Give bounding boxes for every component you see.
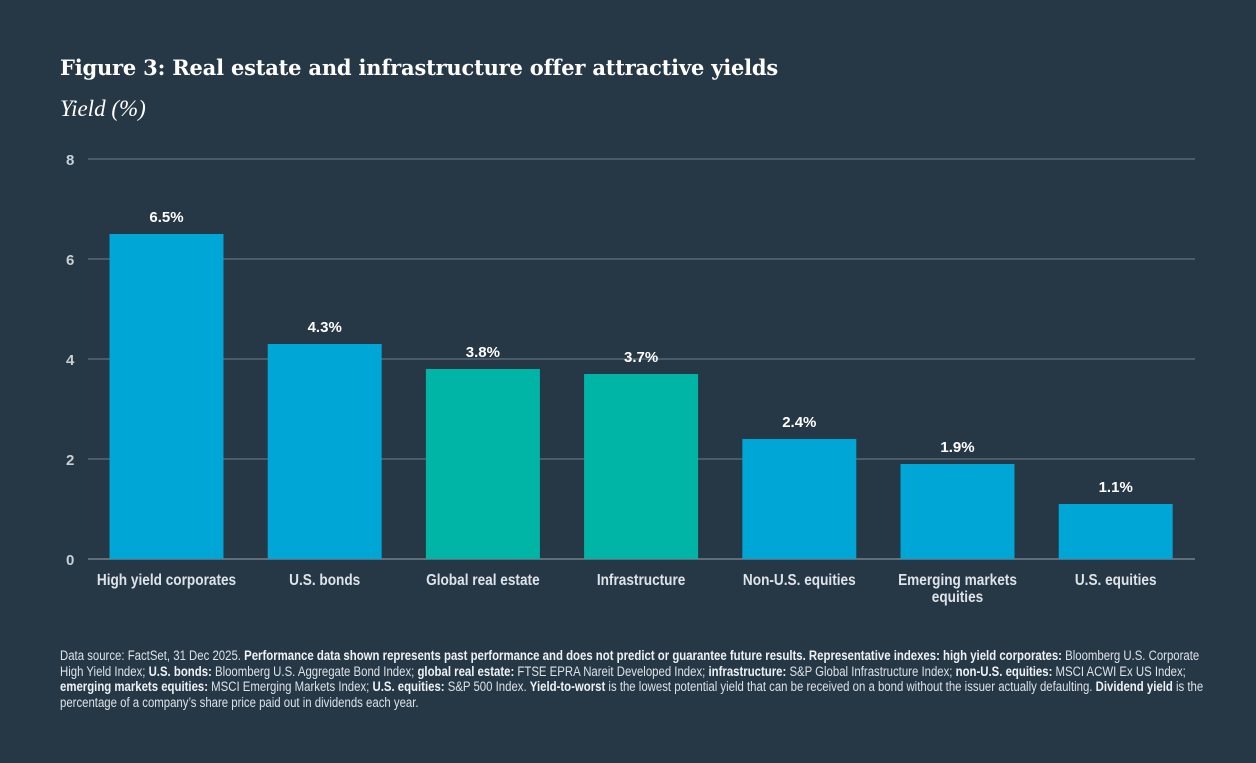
bar-chart: 0 2 4 6 8 6.5% High yield corporates 4.3% U.S. b… — [66, 152, 1195, 606]
footnote-segment: global real estate: — [417, 663, 515, 679]
y-tick-label: 8 — [66, 152, 74, 169]
data-label: 6.5% — [149, 209, 183, 226]
data-label: 1.9% — [940, 439, 974, 456]
footnote-segment: Dividend yield — [1095, 679, 1173, 694]
x-tick-label: High yield corporates — [97, 572, 236, 589]
data-label: 4.3% — [308, 319, 342, 336]
x-tick-label: U.S. bonds — [289, 572, 360, 589]
bar — [584, 374, 699, 559]
data-label: 3.7% — [624, 349, 658, 366]
footnote-segment: is the lowest potential yield that can b… — [605, 679, 1096, 694]
footnote-segment: infrastructure: — [708, 663, 787, 679]
footnote-segment: Bloomberg U.S. Aggregate Bond Index; — [211, 663, 418, 679]
footnote-segment: emerging markets equities: — [60, 679, 209, 694]
bar — [742, 439, 857, 559]
footnote-segment: S&P Global Infrastructure Index; — [786, 663, 956, 679]
y-tick-label: 0 — [66, 552, 74, 569]
x-tick-label: Infrastructure — [597, 572, 686, 589]
y-tick-label: 6 — [66, 252, 74, 269]
footnote-segment: U.S. bonds: — [148, 663, 212, 679]
footnote-segment: MSCI Emerging Markets Index; — [208, 679, 373, 694]
footnote: Data source: FactSet, 31 Dec 2025. Perfo… — [60, 648, 1203, 710]
bar — [1058, 504, 1173, 559]
footnote-segment: MSCI ACWI Ex US Index; — [1052, 663, 1186, 679]
footnote-segment: is the percentage of a company’s share p… — [60, 679, 1204, 710]
bar — [900, 464, 1015, 559]
y-tick-label: 4 — [66, 352, 75, 369]
bar — [109, 234, 224, 559]
x-tick-label: equities — [932, 589, 983, 606]
footnote-segment: Data source: FactSet, 31 Dec 2025. — [60, 648, 245, 663]
footnote-segment: Bloomberg U.S. Corporate High Yield Inde… — [60, 648, 1200, 679]
y-tick-label: 2 — [66, 452, 74, 469]
footnote-segment: Yield-to-worst — [529, 679, 606, 694]
footnote-segment: S&P 500 Index. — [444, 679, 530, 694]
x-tick-label: U.S. equities — [1075, 572, 1157, 589]
x-tick-label: Emerging markets — [898, 572, 1017, 589]
footnote-segment: U.S. equities: — [372, 679, 445, 694]
footnote-segment: non-U.S. equities: — [955, 663, 1053, 679]
bar — [267, 344, 382, 559]
data-label: 1.1% — [1099, 479, 1133, 496]
footnote-segment: FTSE EPRA Nareit Developed Index; — [514, 663, 709, 679]
y-axis-label: Yield (%) — [60, 96, 146, 121]
chart-title: Figure 3: Real estate and infrastructure… — [60, 55, 779, 80]
data-label: 3.8% — [466, 344, 500, 361]
data-label: 2.4% — [782, 414, 816, 431]
bar — [425, 369, 540, 559]
x-tick-label: Non-U.S. equities — [743, 572, 856, 589]
x-tick-label: Global real estate — [426, 572, 540, 589]
footnote-segment: Performance data shown represents past p… — [244, 648, 1062, 663]
